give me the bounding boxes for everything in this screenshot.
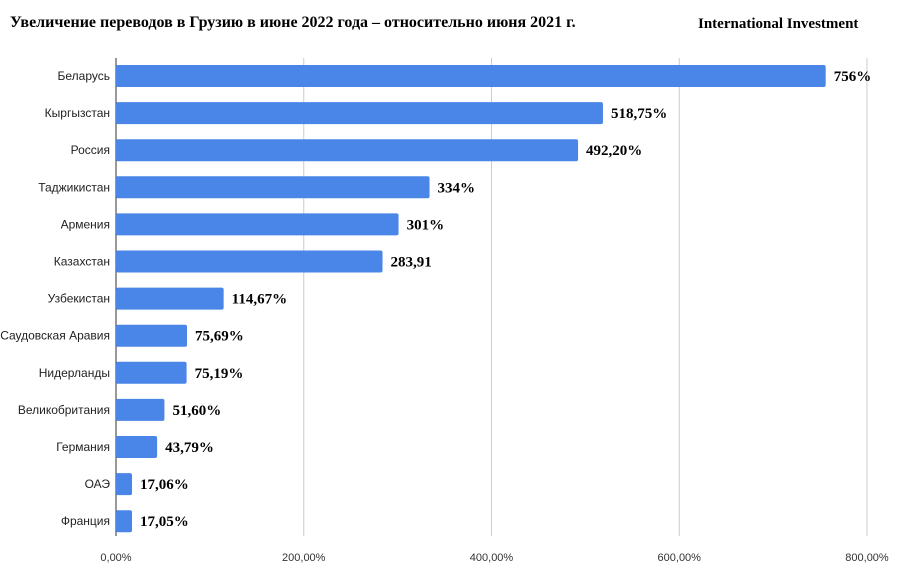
data-label: 492,20% — [586, 143, 642, 159]
labels: 0,00% 200,00% 400,00% 600,00% 800,00% Беларус… — [0, 69, 889, 564]
category-label: Нидерланды — [39, 366, 110, 380]
bar — [116, 176, 430, 199]
x-tick-label: 0,00% — [100, 552, 131, 564]
category-label: Кыргызстан — [45, 106, 110, 120]
bar — [116, 510, 133, 533]
data-label: 75,19% — [195, 366, 244, 382]
data-label: 17,05% — [140, 514, 189, 530]
category-label: Армения — [61, 217, 110, 231]
data-label: 75,69% — [195, 329, 244, 345]
bar — [116, 65, 826, 87]
bar — [116, 361, 187, 384]
data-label: 51,60% — [172, 403, 221, 419]
data-label: 301% — [407, 217, 445, 233]
data-label: 114,67% — [232, 292, 287, 308]
bar — [116, 324, 188, 347]
category-label: Саудовская Аравия — [0, 329, 110, 343]
bar — [116, 398, 165, 421]
data-label: 17,06% — [140, 477, 189, 493]
bars — [116, 65, 826, 533]
data-label: 518,75% — [611, 106, 667, 122]
category-label: Беларусь — [58, 69, 110, 83]
x-tick-label: 600,00% — [658, 552, 702, 564]
category-label: Таджикистан — [38, 180, 110, 194]
x-tick-label: 200,00% — [282, 552, 326, 564]
data-label: 334% — [438, 180, 476, 196]
bar — [116, 436, 158, 458]
bar — [116, 213, 399, 236]
bar — [116, 473, 133, 496]
data-label: 283,91 — [391, 255, 432, 271]
chart-title: Увеличение переводов в Грузию в июне 202… — [10, 14, 576, 31]
x-tick-label: 800,00% — [845, 552, 889, 564]
gridlines — [115, 58, 868, 536]
bar — [116, 250, 383, 273]
category-label: ОАЭ — [85, 477, 111, 491]
bar — [116, 102, 603, 125]
brand-label: International Investment — [698, 16, 859, 32]
x-tick-label: 400,00% — [470, 552, 514, 564]
category-label: Великобритания — [18, 403, 110, 417]
data-label: 756% — [834, 69, 872, 85]
category-label: Германия — [56, 440, 110, 454]
bar — [116, 139, 579, 162]
category-label: Франция — [61, 514, 110, 528]
category-label: Россия — [71, 143, 110, 157]
category-label: Казахстан — [54, 255, 110, 269]
bar — [116, 287, 224, 310]
data-label: 43,79% — [165, 440, 214, 456]
category-label: Узбекистан — [48, 292, 110, 306]
